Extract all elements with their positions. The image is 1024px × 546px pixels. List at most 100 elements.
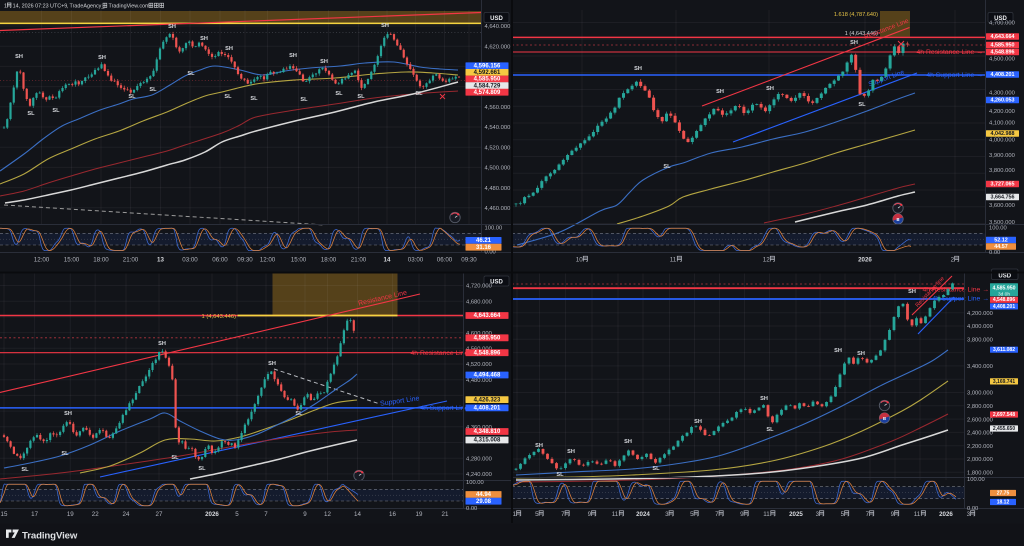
svg-text:03:00: 03:00 <box>408 256 424 263</box>
svg-text:46.21: 46.21 <box>476 238 492 244</box>
svg-text:22: 22 <box>92 511 99 518</box>
svg-text:11: 11 <box>763 511 770 518</box>
svg-text:4,574.809: 4,574.809 <box>474 90 501 96</box>
svg-text:4,408.201: 4,408.201 <box>474 406 501 412</box>
svg-text:09:30: 09:30 <box>237 256 253 263</box>
svg-text:100.00: 100.00 <box>967 477 985 483</box>
svg-text:2,600.000: 2,600.000 <box>967 417 993 423</box>
svg-text:18.12: 18.12 <box>997 499 1010 505</box>
svg-text:SL: SL <box>149 87 157 93</box>
svg-text:SL: SL <box>224 94 232 100</box>
svg-text:2: 2 <box>951 256 955 263</box>
svg-text:2,400.000: 2,400.000 <box>967 431 993 437</box>
svg-text:4,592.661: 4,592.661 <box>474 70 501 76</box>
svg-text:SL: SL <box>198 466 206 472</box>
svg-text:100.00: 100.00 <box>466 480 484 486</box>
svg-text:SL: SL <box>556 472 564 478</box>
svg-text:4,700.000: 4,700.000 <box>989 21 1015 27</box>
svg-text:4,596.156: 4,596.156 <box>474 64 501 70</box>
svg-text:SH: SH <box>766 86 774 92</box>
svg-text:4,520.000: 4,520.000 <box>485 145 511 151</box>
svg-text:3: 3 <box>967 511 971 518</box>
svg-text:21:00: 21:00 <box>123 256 139 263</box>
svg-text:SH: SH <box>567 449 575 455</box>
svg-text:12:00: 12:00 <box>34 256 50 263</box>
svg-text:4,548.896: 4,548.896 <box>474 350 501 356</box>
svg-text:4,548.896: 4,548.896 <box>993 297 1015 303</box>
svg-text:4,720.000: 4,720.000 <box>466 284 492 290</box>
svg-text:1.618 (4,787.640): 1.618 (4,787.640) <box>834 12 878 18</box>
svg-text:14: 14 <box>354 511 361 518</box>
svg-text:44.57: 44.57 <box>994 244 1008 250</box>
svg-text:5: 5 <box>841 511 845 518</box>
svg-text:SH: SH <box>64 411 72 417</box>
svg-text:4,643.664: 4,643.664 <box>474 313 501 319</box>
svg-text:10: 10 <box>576 256 583 263</box>
svg-text:4,000.000: 4,000.000 <box>967 324 993 330</box>
svg-text:SL: SL <box>21 467 29 473</box>
svg-text:12: 12 <box>763 256 770 263</box>
svg-text:SH: SH <box>158 341 166 347</box>
svg-text:29.08: 29.08 <box>476 499 492 505</box>
svg-text:3,900.000: 3,900.000 <box>989 153 1015 159</box>
svg-text:SL: SL <box>61 451 69 457</box>
svg-text:21:00: 21:00 <box>351 256 367 263</box>
svg-text:9: 9 <box>588 511 592 518</box>
svg-text:4,500.000: 4,500.000 <box>485 166 511 172</box>
svg-text:SH: SH <box>381 23 389 29</box>
svg-text:3,800.000: 3,800.000 <box>967 338 993 344</box>
svg-text:19: 19 <box>67 511 74 518</box>
svg-text:4h Support Line →: 4h Support Line → <box>926 72 983 79</box>
svg-text:TradeAgency_: TradeAgency_ <box>70 3 106 9</box>
svg-text:SH: SH <box>857 351 865 357</box>
svg-text:USD: USD <box>994 16 1007 22</box>
svg-text:4h Resistance Line →: 4h Resistance Line → <box>917 49 984 56</box>
svg-text:SH: SH <box>268 361 276 367</box>
svg-text:100.00: 100.00 <box>485 226 503 232</box>
svg-text:4,585.950: 4,585.950 <box>991 43 1015 49</box>
svg-text:18:00: 18:00 <box>93 256 109 263</box>
svg-text:15:00: 15:00 <box>64 256 80 263</box>
svg-text:USD: USD <box>490 16 503 22</box>
svg-text:SH: SH <box>908 289 916 295</box>
svg-text:1 (4,643.446): 1 (4,643.446) <box>202 314 237 320</box>
svg-text:SH: SH <box>168 24 176 30</box>
svg-text:3,611.082: 3,611.082 <box>993 347 1015 353</box>
svg-text:3,000.000: 3,000.000 <box>967 391 993 397</box>
svg-text:4,540.000: 4,540.000 <box>485 125 511 131</box>
svg-text:4,643.664: 4,643.664 <box>991 34 1015 40</box>
svg-text:4,408.201: 4,408.201 <box>993 304 1015 310</box>
svg-text:5: 5 <box>235 511 239 518</box>
svg-text:SH: SH <box>834 348 842 354</box>
svg-text:4,640.000: 4,640.000 <box>485 24 511 30</box>
svg-text:4h Support Line →: 4h Support Line → <box>420 405 477 412</box>
svg-text:3,169.741: 3,169.741 <box>993 379 1015 385</box>
svg-text:0.00: 0.00 <box>485 250 496 256</box>
svg-text:SH: SH <box>98 55 106 61</box>
svg-text:0.00: 0.00 <box>989 250 1000 256</box>
svg-text:SL: SL <box>766 427 774 433</box>
svg-text:SL: SL <box>295 411 303 417</box>
svg-text:17: 17 <box>31 511 38 518</box>
svg-text:3,600.000: 3,600.000 <box>989 203 1015 209</box>
svg-text:SH: SH <box>634 66 642 72</box>
svg-text:SH: SH <box>320 59 328 65</box>
svg-text:4,240.000: 4,240.000 <box>466 472 492 478</box>
svg-text:7: 7 <box>866 511 870 518</box>
svg-text:4,520.000: 4,520.000 <box>466 362 492 368</box>
svg-text:4,480.000: 4,480.000 <box>485 186 511 192</box>
svg-text:15: 15 <box>1 511 8 518</box>
svg-text:SL: SL <box>171 455 179 461</box>
svg-text:SH: SH <box>850 40 858 46</box>
svg-text:06:00: 06:00 <box>212 256 228 263</box>
svg-text:3,500.000: 3,500.000 <box>989 220 1015 226</box>
svg-text:0.00: 0.00 <box>466 506 477 512</box>
svg-text:2,000.000: 2,000.000 <box>967 457 993 463</box>
svg-text:4,585.950: 4,585.950 <box>474 336 501 342</box>
svg-text:USD: USD <box>998 273 1011 279</box>
svg-text:4,280.000: 4,280.000 <box>466 456 492 462</box>
svg-text:SL: SL <box>27 111 35 117</box>
svg-text:TradingView: TradingView <box>22 531 78 542</box>
svg-text:18:00: 18:00 <box>321 256 337 263</box>
svg-text:SL: SL <box>415 91 423 97</box>
